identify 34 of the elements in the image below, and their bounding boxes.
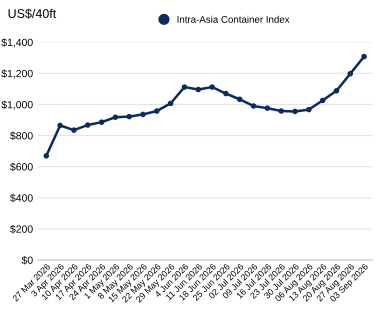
point: [126, 114, 132, 120]
point: [348, 70, 354, 76]
legend-label: Intra-Asia Container Index: [178, 16, 290, 23]
y-tick-label: $200: [10, 224, 33, 234]
y-tick-label: $1,200: [1, 69, 33, 78]
y-tick-label: $1,000: [1, 100, 33, 110]
point: [264, 105, 270, 111]
point: [236, 96, 243, 102]
y-axis-title: US$/40ft: [8, 8, 56, 19]
point: [306, 106, 312, 112]
point: [320, 98, 326, 104]
point: [278, 108, 284, 114]
point: [57, 122, 63, 128]
point: [44, 153, 50, 159]
point: [71, 127, 77, 133]
y-tick-label: $600: [10, 162, 33, 172]
point: [154, 108, 160, 114]
point: [84, 122, 91, 128]
point: [196, 86, 202, 92]
y-tick-label: $400: [10, 194, 33, 202]
point: [292, 108, 298, 114]
point: [334, 88, 340, 94]
point: [361, 54, 367, 60]
point: [140, 112, 146, 118]
point: [112, 114, 118, 120]
y-tick-label: $1,400: [1, 38, 33, 48]
point: [182, 84, 188, 90]
y-tick-label: $800: [10, 132, 33, 140]
point: [168, 100, 174, 106]
y-tick-label: $0: [22, 256, 33, 264]
point: [250, 103, 256, 109]
point: [223, 90, 229, 96]
point: [98, 119, 104, 125]
point: [209, 84, 215, 90]
